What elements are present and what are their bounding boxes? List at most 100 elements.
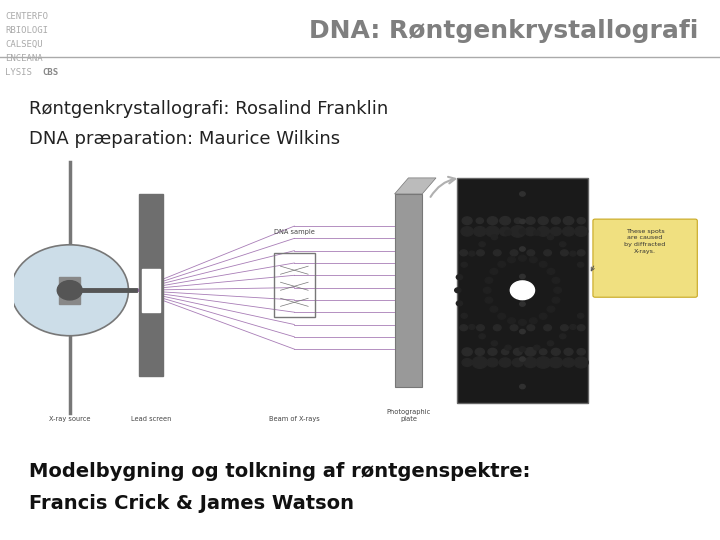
Circle shape — [526, 217, 535, 224]
Circle shape — [562, 358, 575, 367]
Circle shape — [520, 357, 525, 361]
Circle shape — [564, 348, 573, 355]
Text: CENTERFO: CENTERFO — [5, 12, 48, 21]
Text: RBIOLOGI: RBIOLOGI — [5, 26, 48, 35]
Circle shape — [499, 358, 511, 367]
Circle shape — [460, 325, 467, 330]
Circle shape — [518, 320, 526, 325]
Circle shape — [520, 247, 525, 251]
Circle shape — [575, 357, 588, 368]
Circle shape — [456, 301, 462, 306]
Circle shape — [561, 325, 568, 330]
Circle shape — [479, 334, 485, 339]
Text: Lead screen: Lead screen — [131, 416, 171, 422]
Circle shape — [547, 306, 554, 312]
Circle shape — [552, 348, 560, 355]
Text: DNA præparation: Maurice Wilkins: DNA præparation: Maurice Wilkins — [29, 130, 340, 147]
Circle shape — [455, 288, 461, 293]
Circle shape — [544, 325, 552, 330]
Text: LYSIS: LYSIS — [5, 68, 37, 77]
Circle shape — [461, 313, 467, 318]
Circle shape — [559, 334, 566, 339]
Bar — [456, 178, 588, 403]
Circle shape — [483, 287, 491, 293]
Text: ENCEANA: ENCEANA — [5, 54, 42, 63]
Circle shape — [570, 251, 576, 256]
Circle shape — [519, 229, 526, 234]
Circle shape — [514, 218, 521, 224]
Circle shape — [508, 257, 516, 262]
Circle shape — [534, 345, 540, 350]
Circle shape — [527, 250, 535, 256]
Text: Photographic
plate: Photographic plate — [386, 409, 431, 422]
Circle shape — [460, 250, 467, 256]
Circle shape — [502, 349, 509, 355]
Circle shape — [488, 348, 497, 355]
Circle shape — [562, 227, 575, 236]
Circle shape — [561, 250, 568, 256]
Circle shape — [505, 345, 511, 350]
Text: Røntgenkrystallografi: Rosalind Franklin: Røntgenkrystallografi: Rosalind Franklin — [29, 100, 388, 118]
Polygon shape — [395, 178, 436, 194]
Circle shape — [491, 235, 498, 240]
Circle shape — [552, 278, 559, 284]
Circle shape — [524, 357, 537, 368]
Circle shape — [552, 217, 560, 224]
Circle shape — [519, 347, 526, 352]
Circle shape — [550, 227, 562, 235]
Circle shape — [536, 357, 551, 368]
Circle shape — [529, 318, 537, 324]
Circle shape — [539, 349, 547, 355]
Circle shape — [477, 250, 485, 256]
Circle shape — [498, 313, 505, 319]
Ellipse shape — [518, 287, 526, 293]
Circle shape — [544, 250, 552, 256]
Circle shape — [485, 278, 492, 284]
Circle shape — [474, 227, 486, 236]
Circle shape — [547, 268, 554, 274]
Circle shape — [520, 219, 525, 224]
Circle shape — [539, 261, 547, 267]
Circle shape — [462, 348, 472, 356]
Circle shape — [469, 251, 475, 256]
Circle shape — [577, 218, 585, 224]
Circle shape — [525, 227, 536, 235]
Circle shape — [487, 358, 498, 367]
Circle shape — [577, 313, 584, 318]
Text: These spots
are caused
by diffracted
X-rays.: These spots are caused by diffracted X-r… — [624, 229, 666, 254]
Polygon shape — [395, 194, 422, 387]
Circle shape — [58, 281, 82, 300]
Bar — [274, 253, 315, 317]
Circle shape — [577, 325, 585, 330]
Circle shape — [520, 192, 525, 196]
Text: Beam of X-rays: Beam of X-rays — [269, 416, 320, 422]
Circle shape — [486, 226, 499, 237]
Circle shape — [570, 325, 576, 329]
Circle shape — [525, 348, 536, 356]
Circle shape — [575, 226, 588, 237]
Text: CALSEQU: CALSEQU — [5, 40, 42, 49]
Circle shape — [500, 227, 510, 236]
Circle shape — [461, 227, 473, 236]
Circle shape — [487, 217, 498, 225]
Circle shape — [493, 250, 501, 256]
Circle shape — [527, 325, 535, 330]
Circle shape — [469, 325, 475, 329]
Circle shape — [490, 306, 498, 312]
Circle shape — [490, 268, 498, 274]
Ellipse shape — [510, 281, 534, 300]
Circle shape — [461, 262, 467, 267]
Circle shape — [559, 242, 566, 247]
Bar — [139, 194, 163, 376]
FancyBboxPatch shape — [593, 219, 697, 297]
Circle shape — [552, 297, 559, 303]
Circle shape — [476, 218, 483, 224]
Circle shape — [510, 325, 518, 330]
Circle shape — [563, 217, 574, 225]
FancyBboxPatch shape — [59, 277, 80, 303]
Circle shape — [539, 313, 547, 319]
Circle shape — [520, 384, 525, 389]
Text: DNA sample: DNA sample — [274, 229, 315, 235]
Circle shape — [491, 341, 498, 346]
Circle shape — [577, 262, 584, 267]
